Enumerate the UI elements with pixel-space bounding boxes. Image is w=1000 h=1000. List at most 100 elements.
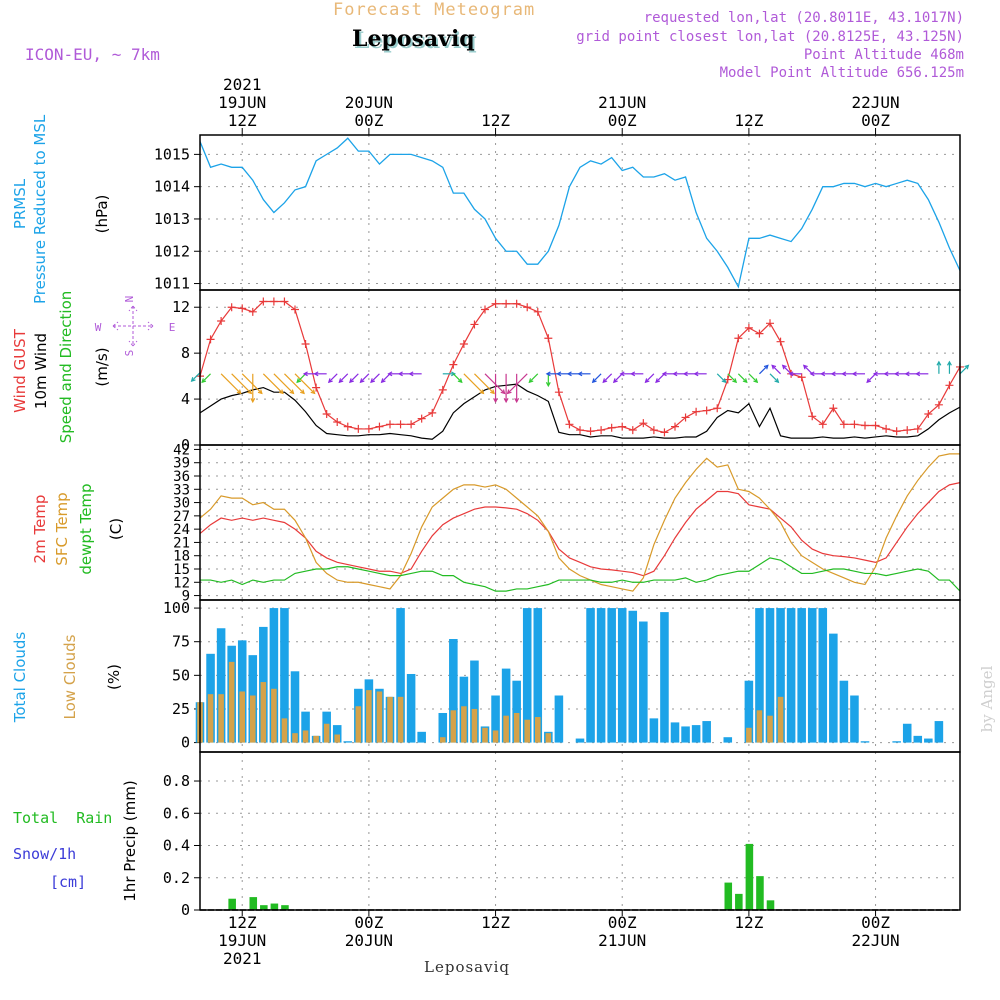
gust-marker <box>343 422 352 431</box>
total-cloud-bar <box>776 608 785 743</box>
low-cloud-bar <box>355 706 362 743</box>
wind-vector <box>769 373 779 383</box>
gust-marker <box>269 297 278 306</box>
y-tick-label: 0.8 <box>163 772 190 790</box>
wind-vector <box>613 373 623 383</box>
gust-marker <box>734 334 743 343</box>
total-cloud-bar <box>807 608 817 743</box>
wind-vector-head <box>682 371 688 377</box>
wind-vector <box>727 373 737 383</box>
top-time-label: 00Z <box>861 111 890 130</box>
y-tick-label: 8 <box>181 344 190 362</box>
wind-vector <box>782 364 792 375</box>
gust-marker <box>238 304 247 313</box>
total-cloud-bar <box>829 633 838 743</box>
wind-vector <box>748 373 758 383</box>
wind-vector-head <box>774 378 780 384</box>
total-cloud-bar <box>290 671 300 743</box>
wind-vector-head <box>503 398 509 404</box>
low-cloud-bar <box>471 708 478 743</box>
bottom-time-label: 00Z <box>608 913 637 932</box>
bottom-time-label: 21JUN <box>598 931 646 950</box>
wind-vector-head <box>904 371 910 377</box>
gust-marker <box>554 388 563 397</box>
y-tick-label: 0.4 <box>163 837 190 855</box>
wind-vector-head <box>820 371 826 377</box>
total-cloud-bar <box>755 608 764 743</box>
wind-vector-head <box>556 371 562 377</box>
wind-vector-head <box>338 378 344 384</box>
bottom-time-label: 12Z <box>734 913 763 932</box>
low-cloud-bar <box>461 706 467 743</box>
bottom-time-label: 22JUN <box>851 931 899 950</box>
top-time-label: 20JUN <box>345 93 393 112</box>
compass-s-label: S <box>123 350 136 357</box>
low-cloud-bar <box>302 730 309 743</box>
wind-vector <box>381 373 391 383</box>
gust-marker <box>470 320 479 329</box>
gust-marker <box>892 427 901 436</box>
y-tick-label: 39 <box>173 456 190 472</box>
wind-vector-head <box>247 389 253 395</box>
gust-marker <box>259 297 268 306</box>
low-cloud-bar <box>397 696 404 743</box>
low-cloud-bar <box>535 717 541 743</box>
total-cloud-bar <box>765 608 775 743</box>
gust-marker <box>217 317 226 325</box>
y-tick-label: 100 <box>163 599 190 617</box>
low-cloud-bar <box>777 696 784 743</box>
wind-vector-head <box>672 371 678 377</box>
total-cloud-bar <box>343 741 353 743</box>
wind-vector <box>328 373 338 383</box>
wind-vector <box>484 373 506 394</box>
total-cloud-bar <box>417 731 426 743</box>
top-time-label: 22JUN <box>851 93 899 112</box>
wind-vector <box>241 373 263 394</box>
wind-vector <box>338 373 349 383</box>
gust-marker <box>628 426 637 435</box>
low-cloud-bar <box>292 733 298 743</box>
gust-marker <box>924 410 933 418</box>
wind-vector-head <box>397 371 403 377</box>
gust-marker <box>649 426 658 435</box>
gust-marker <box>903 426 912 435</box>
gust-marker <box>776 337 785 346</box>
low-cloud-bar <box>323 723 330 743</box>
low-cloud-bar <box>260 682 267 743</box>
top-time-label: 12Z <box>481 111 510 130</box>
wind-vector-head <box>851 371 857 377</box>
gust-marker <box>280 297 289 306</box>
panel-frame-pressure <box>199 134 961 291</box>
gust-marker <box>333 418 342 427</box>
wind-vector <box>474 373 495 394</box>
gust-marker <box>882 424 891 433</box>
y-tick-label: 15 <box>173 562 190 578</box>
wind-vector-head <box>387 371 393 377</box>
gust-marker <box>660 428 669 437</box>
wind-vector-head <box>479 389 485 395</box>
wind-vector-head <box>732 378 738 384</box>
model-altitude: Model Point Altitude 656.125m <box>719 65 964 81</box>
y-tick-label: 21 <box>173 535 190 551</box>
rain-bar <box>249 897 258 910</box>
y-tick-label: 12 <box>172 298 190 316</box>
low-cloud-bar <box>387 696 393 743</box>
wind-vector-head <box>313 371 319 377</box>
gust-marker <box>850 420 859 429</box>
gust-marker <box>945 381 954 390</box>
wind-vector <box>284 373 305 394</box>
wind-vector-head <box>450 371 457 377</box>
wind-vector-head <box>947 360 952 366</box>
wind-vector-head <box>644 378 650 384</box>
gust-marker <box>459 339 468 348</box>
total-cloud-bar <box>491 695 500 743</box>
wind-vector-head <box>602 378 608 384</box>
total-cloud-bar <box>628 610 638 743</box>
y-tick-label: 18 <box>173 549 190 565</box>
wind-vector <box>452 373 463 383</box>
total-cloud-bar <box>660 612 669 743</box>
bottom-time-label: 12Z <box>481 913 510 932</box>
wind-vector-head <box>830 371 836 377</box>
wind-vector <box>771 364 781 375</box>
wind-vector <box>262 373 284 394</box>
